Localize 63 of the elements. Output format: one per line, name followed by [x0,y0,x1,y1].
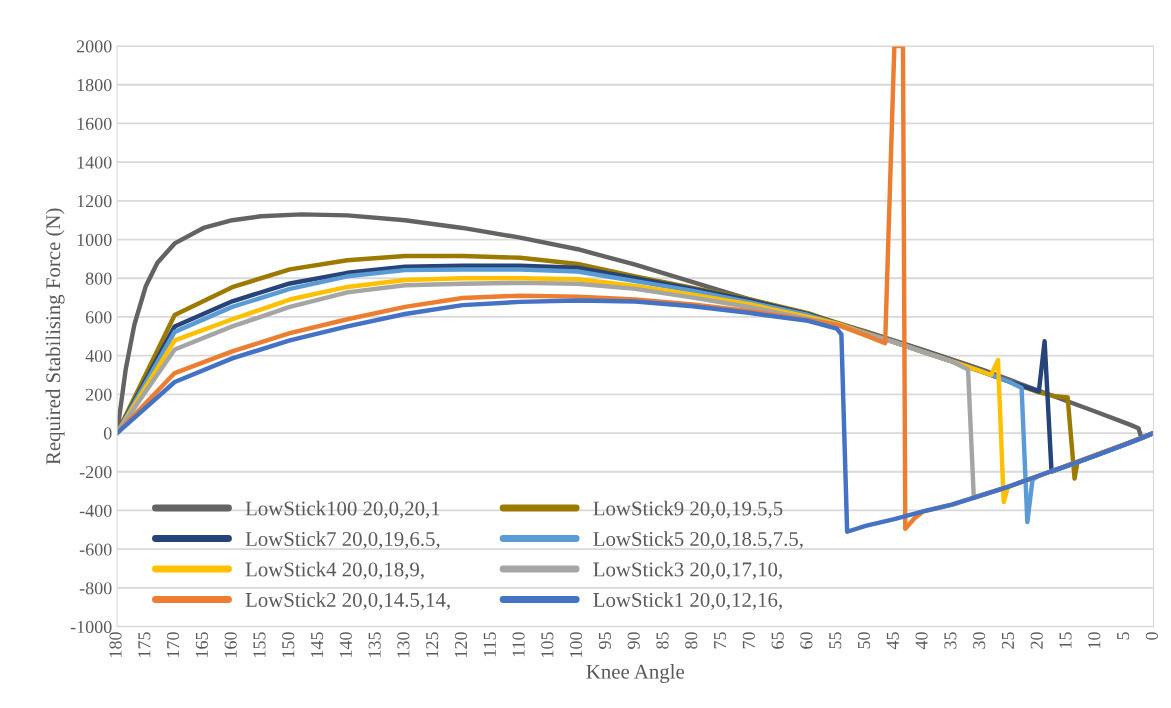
x-tick-label: 10 [1088,632,1101,648]
x-tick-label: 95 [598,632,611,649]
x-tick-label: 175 [138,632,151,657]
legend-label: LowStick2 20,0,14.5,14, [245,592,450,610]
x-tick-label: 135 [368,632,381,657]
legend-label: LowStick100 20,0,20,1 [245,500,440,519]
x-tick-label: 180 [109,632,122,657]
x-tick-label: 55 [829,632,842,649]
y-tick-label: -200 [79,466,112,479]
x-tick-label: 0 [1145,632,1158,640]
y-tick-label: -800 [79,582,112,595]
y-tick-label: -600 [79,543,112,556]
y-tick-label: 200 [85,388,112,401]
y-tick-label: 2000 [76,40,112,53]
x-tick-label: 90 [627,632,640,649]
y-tick-label: 800 [85,272,112,285]
x-tick-label: 65 [771,632,784,649]
x-tick-label: 75 [714,632,727,649]
x-tick-label: 50 [857,632,871,649]
legend-label: LowStick3 20,0,17,10, [593,561,782,580]
legend-label: LowStick7 20,0,19,6.5, [245,531,440,549]
x-axis-title: Knee Angle [586,664,685,684]
legend-label: LowStick5 20,0,18.5,7.5, [593,531,803,549]
y-axis-title: Required Stabilising Force (N) [45,208,65,465]
x-tick-label: 60 [800,632,813,649]
x-tick-label: 15 [1059,632,1072,648]
y-tick-label: -400 [79,504,112,517]
x-tick-label: 100 [570,632,583,657]
y-tick-label: 1000 [77,233,112,246]
x-tick-label: 155 [253,632,266,657]
x-tick-label: 165 [195,632,208,657]
x-tick-label: 5 [1117,632,1130,640]
x-tick-label: 130 [397,632,410,657]
legend-label: LowStick4 20,0,18,9, [245,561,424,580]
x-tick-label: 85 [656,632,669,649]
y-tick-label: 1400 [77,156,112,169]
x-tick-label: 120 [454,632,468,657]
x-tick-label: 125 [426,632,439,657]
y-tick-label: 1600 [77,117,112,130]
x-tick-label: 140 [339,632,352,657]
x-tick-label: 160 [224,632,237,657]
x-tick-label: 115 [483,632,496,657]
legend-label: LowStick1 20,0,12,16, [593,592,782,610]
x-tick-label: 35 [944,632,957,649]
y-tick-label: 0 [103,427,112,440]
y-tick-label: 600 [85,311,112,324]
legend-label: LowStick9 20,0,19.5,5 [593,500,783,519]
y-tick-label: 1200 [77,195,112,208]
x-tick-label: 70 [742,632,755,649]
x-tick-label: 80 [685,632,698,649]
x-tick-label: 105 [541,632,554,657]
x-tick-label: 45 [886,632,899,650]
x-tick-label: 170 [167,632,180,657]
x-tick-label: 25 [1001,632,1015,649]
x-tick-label: 30 [973,632,986,649]
y-tick-label: -1000 [70,620,112,634]
x-tick-label: 110 [512,632,525,657]
x-tick-label: 150 [282,632,295,657]
x-tick-label: 20 [1030,632,1043,649]
y-tick-label: 1800 [77,78,112,92]
y-tick-label: 400 [85,349,112,363]
x-tick-label: 145 [311,632,324,657]
x-tick-label: 40 [915,632,928,650]
